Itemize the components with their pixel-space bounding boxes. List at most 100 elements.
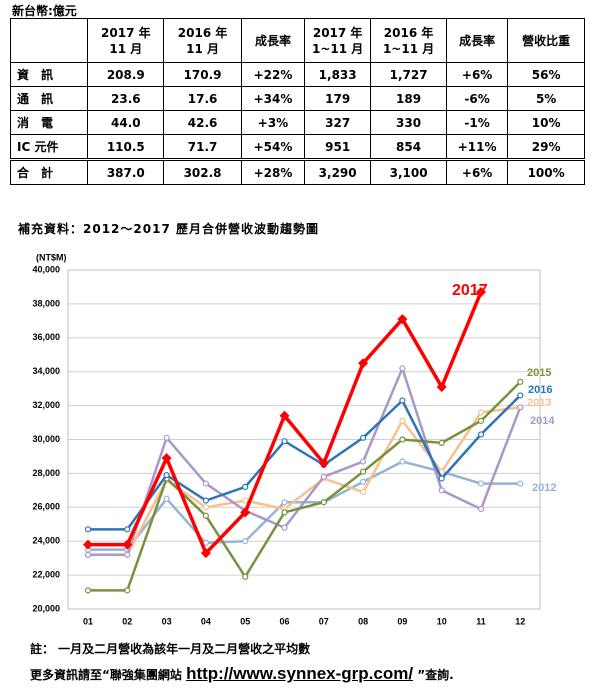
marker bbox=[161, 453, 172, 464]
footer-text: 更多資訊請至“聯強集團網站 bbox=[30, 668, 187, 682]
table-cell: +6% bbox=[445, 62, 509, 87]
marker bbox=[320, 499, 327, 506]
table-cell: 302.8 bbox=[163, 158, 242, 185]
marker bbox=[436, 381, 447, 392]
marker bbox=[281, 509, 288, 516]
table-cell: 208.9 bbox=[87, 62, 165, 87]
y-tick-label: 28,000 bbox=[32, 468, 60, 478]
footer: 更多資訊請至“聯強集團網站 http://www.synnex-grp.com/… bbox=[30, 664, 454, 684]
y-tick-label: 24,000 bbox=[32, 536, 60, 546]
marker bbox=[163, 471, 170, 479]
table-row: IC 元件 110.5 71.7 +54% 951 854 +11% 29% bbox=[9, 134, 585, 160]
table-row: 合 計 387.0 302.8 +28% 3,290 3,100 +6% 100% bbox=[9, 158, 585, 185]
marker bbox=[517, 378, 524, 385]
series-label: 2014 bbox=[530, 415, 555, 427]
y-tick-label: 34,000 bbox=[32, 366, 60, 376]
x-tick-label: 04 bbox=[201, 616, 211, 626]
plot-frame bbox=[67, 269, 541, 610]
marker bbox=[477, 431, 485, 438]
series-label: 2017 bbox=[452, 282, 488, 299]
marker bbox=[240, 507, 251, 518]
series-line bbox=[88, 380, 522, 592]
marker bbox=[358, 358, 369, 369]
marker bbox=[517, 404, 524, 411]
table-cell: 3,290 bbox=[304, 158, 372, 185]
marker bbox=[124, 587, 131, 594]
marker bbox=[163, 434, 170, 441]
marker bbox=[281, 524, 288, 531]
table-cell: +3% bbox=[240, 110, 306, 135]
marker bbox=[84, 526, 92, 533]
marker bbox=[279, 410, 290, 421]
series-label: 2016 bbox=[528, 384, 552, 396]
marker bbox=[438, 439, 445, 446]
table-cell: +54% bbox=[240, 134, 306, 160]
series-line bbox=[88, 394, 522, 531]
header-cell bbox=[9, 18, 89, 63]
header-line: 2017 年 bbox=[312, 25, 363, 40]
x-tick-label: 09 bbox=[397, 616, 407, 626]
table-cell: +11% bbox=[445, 134, 509, 160]
marker bbox=[202, 512, 209, 519]
marker bbox=[399, 397, 406, 404]
table-row: 資 訊 208.9 170.9 +22% 1,833 1,727 +6% 56% bbox=[9, 62, 585, 87]
table-cell: 10% bbox=[507, 110, 585, 135]
header-line: 11 月 bbox=[109, 41, 143, 56]
marker bbox=[360, 488, 367, 496]
table-cell: 100% bbox=[507, 158, 585, 185]
x-tick-label: 08 bbox=[358, 616, 368, 626]
header-cell: 成長率 bbox=[445, 18, 509, 63]
marker bbox=[200, 548, 211, 559]
footer-text: ”查詢. bbox=[413, 668, 454, 682]
header-line: 2016 年 bbox=[177, 25, 228, 40]
series-line bbox=[88, 364, 522, 557]
marker bbox=[242, 497, 249, 504]
marker bbox=[399, 417, 406, 424]
y-tick-label: 40,000 bbox=[32, 264, 60, 274]
marker bbox=[517, 480, 524, 487]
marker bbox=[122, 539, 133, 550]
header-line: 11 月 bbox=[186, 41, 219, 56]
marker bbox=[360, 458, 367, 465]
table-cell: 854 bbox=[370, 134, 447, 160]
table-cell: 5% bbox=[507, 86, 585, 111]
marker bbox=[83, 539, 93, 550]
header-row: 2017 年 11 月 2016 年 11 月成長率 2017 年 1~11 月 2016 … bbox=[9, 18, 585, 63]
x-tick-label: 12 bbox=[515, 616, 525, 626]
table-cell: 44.0 bbox=[87, 110, 165, 135]
marker bbox=[84, 587, 92, 594]
table-cell: +28% bbox=[240, 158, 306, 185]
table-cell: 179 bbox=[304, 86, 372, 111]
table-cell: 資 訊 bbox=[9, 62, 89, 87]
y-tick-label: 30,000 bbox=[32, 434, 60, 444]
table-cell: 71.7 bbox=[163, 134, 242, 160]
table-cell: +22% bbox=[240, 62, 306, 87]
header-cell: 2017 年 11 月 bbox=[87, 18, 165, 63]
marker bbox=[242, 538, 249, 545]
table-cell: +34% bbox=[240, 86, 306, 111]
marker bbox=[202, 504, 209, 511]
marker bbox=[399, 365, 406, 372]
header-line: 2016 年 bbox=[383, 25, 434, 40]
marker bbox=[477, 417, 485, 424]
table-cell: 330 bbox=[370, 110, 447, 135]
y-tick-label: 20,000 bbox=[32, 603, 60, 613]
table-cell: 189 bbox=[370, 86, 447, 111]
marker bbox=[242, 573, 249, 580]
x-tick-label: 06 bbox=[279, 616, 289, 626]
y-tick-label: 26,000 bbox=[32, 502, 60, 512]
x-tick-label: 03 bbox=[162, 616, 172, 626]
link[interactable]: http://www.synnex-grp.com/ bbox=[186, 664, 414, 683]
marker bbox=[477, 409, 485, 416]
marker bbox=[318, 458, 329, 469]
marker bbox=[438, 475, 445, 482]
table-cell: 1,727 bbox=[370, 62, 447, 87]
header-line: 1~11 月 bbox=[382, 41, 435, 56]
y-tick-label: 22,000 bbox=[32, 569, 60, 579]
marker bbox=[517, 392, 524, 399]
x-tick-label: 01 bbox=[83, 616, 93, 626]
x-tick-label: 05 bbox=[240, 616, 250, 626]
marker bbox=[438, 487, 445, 494]
